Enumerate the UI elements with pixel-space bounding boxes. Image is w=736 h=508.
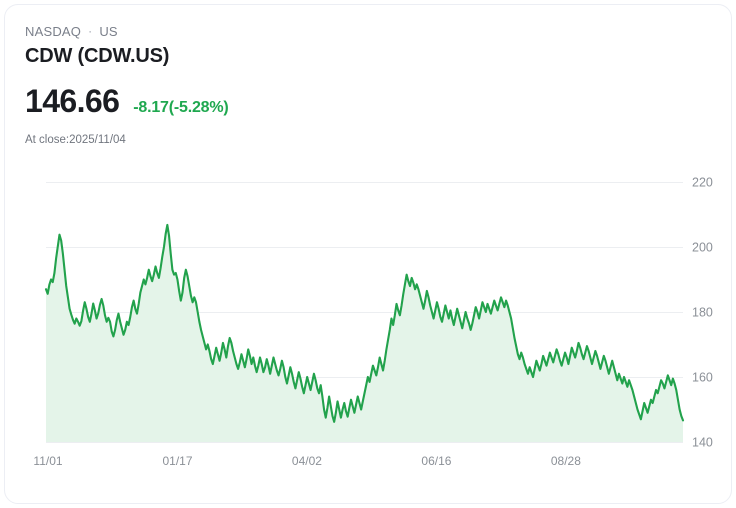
price-change: -8.17(-5.28%) [133,99,229,116]
x-axis-tick-label: 11/01 [33,454,62,468]
price-chart[interactable]: 220 200 180 160 140 11/01 01/17 04/02 06/16 08/2… [5,165,732,485]
price-value: 146.66 [25,83,120,119]
separator-dot: · [88,24,93,38]
x-axis-tick-label: 01/17 [162,454,192,468]
stock-quote-card: NASDAQ · US CDW (CDW.US) 146.66 -8.17(-5… [4,4,732,504]
x-axis-tick-label: 08/28 [551,454,581,468]
chart-area-fill [46,224,683,442]
quote-header: NASDAQ · US CDW (CDW.US) 146.66 -8.17(-5… [25,23,625,148]
price-chart-svg[interactable]: 220 200 180 160 140 11/01 01/17 04/02 06/16 08/2… [5,165,732,485]
x-axis-labels: 11/01 01/17 04/02 06/16 08/28 [33,454,581,468]
exchange-name: NASDAQ [25,24,82,39]
x-axis-tick-label: 04/02 [292,454,322,468]
y-axis-tick-label: 220 [692,176,713,190]
exchange-row: NASDAQ · US [25,23,625,41]
close-status: At close:2025/11/04 [25,134,126,146]
y-axis-labels: 220 200 180 160 140 [692,176,713,450]
x-axis-tick-label: 06/16 [421,454,451,468]
region-label: US [99,24,118,39]
y-axis-tick-label: 180 [692,306,713,320]
y-axis-tick-label: 200 [692,241,713,255]
y-axis-tick-label: 160 [692,371,713,385]
page-title: CDW (CDW.US) [25,45,170,67]
y-axis-tick-label: 140 [692,436,713,450]
price-row: 146.66 -8.17(-5.28%) [25,83,625,119]
chart-line [44,223,685,423]
